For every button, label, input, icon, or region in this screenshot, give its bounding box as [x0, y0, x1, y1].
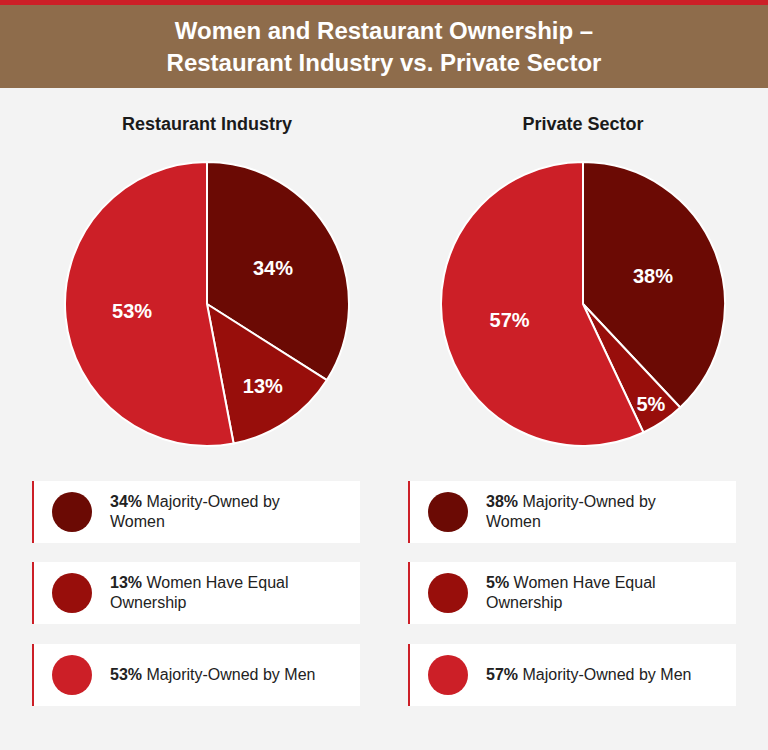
html-text:5% Women Have Equal Ownership: 5% Women Have Equal Ownership	[486, 574, 656, 611]
html-text:34% Majority-Owned by Women: 34% Majority-Owned by Women	[110, 493, 280, 530]
html-text:Restaurant Industry: Restaurant Industry	[122, 114, 292, 134]
html-text:38% Majority-Owned by Women: 38% Majority-Owned by Women	[486, 493, 656, 530]
html-text:53% Majority-Owned by Men: 53% Majority-Owned by Men	[110, 666, 316, 683]
html-text:13% Women Have Equal Ownership: 13% Women Have Equal Ownership	[110, 574, 289, 611]
svg-text:57%: 57%	[490, 309, 530, 331]
html-text:57% Majority-Owned by Men: 57% Majority-Owned by Men	[486, 666, 692, 683]
svg-text:5%: 5%	[636, 393, 665, 415]
svg-text:34%: 34%	[253, 257, 293, 279]
html-text:Women and Restaurant Ownership: Women and Restaurant Ownership –	[174, 16, 594, 44]
svg-text:53%: 53%	[112, 300, 152, 322]
html-text:Private Sector: Private Sector	[522, 114, 644, 134]
svg-text:38%: 38%	[633, 265, 673, 287]
html-text:Restaurant Industry vs. Privat: Restaurant Industry vs. Private Sector	[166, 48, 602, 76]
svg-text:13%: 13%	[243, 375, 283, 397]
